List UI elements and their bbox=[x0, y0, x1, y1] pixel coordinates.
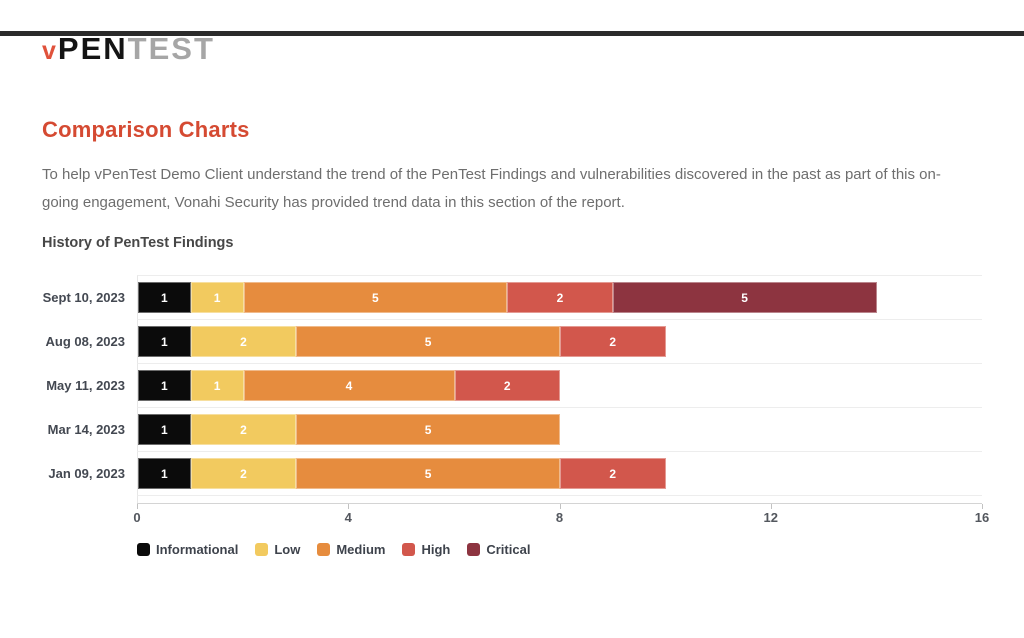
chart-grid: Sept 10, 2023 1 1 5 2 5 Aug 08, 2023 1 2 5 2 May 11… bbox=[42, 275, 989, 557]
legend-item-low: Low bbox=[255, 542, 300, 557]
legend-label: Critical bbox=[486, 542, 531, 557]
bar-segment-medium: 5 bbox=[296, 326, 560, 357]
x-tick bbox=[982, 504, 983, 509]
bar-segment-high: 2 bbox=[454, 370, 560, 401]
x-tick-label: 12 bbox=[763, 510, 778, 525]
bar-track: 1 1 5 2 5 bbox=[137, 275, 982, 319]
legend-label: Medium bbox=[336, 542, 386, 557]
x-tick bbox=[137, 504, 138, 509]
bar-segment-high: 2 bbox=[507, 282, 613, 313]
date-label: Mar 14, 2023 bbox=[47, 421, 125, 437]
x-axis-labels: 0 4 8 12 16 bbox=[133, 508, 989, 528]
intro-paragraph: To help vPenTest Demo Client understand … bbox=[42, 166, 941, 211]
bar-segment-low: 2 bbox=[190, 458, 297, 489]
bar-segment-low: 1 bbox=[190, 282, 244, 313]
chart-legend: Informational Low Medium High Critical bbox=[137, 542, 982, 557]
segment-value: 5 bbox=[372, 290, 379, 305]
top-accent-bar bbox=[0, 31, 1024, 36]
bar-segment-medium: 5 bbox=[243, 282, 508, 313]
segment-value: 2 bbox=[609, 334, 617, 349]
x-tick-label: 8 bbox=[555, 510, 564, 525]
segment-value: 2 bbox=[240, 422, 247, 437]
segment-value: 5 bbox=[424, 466, 432, 481]
x-tick bbox=[559, 504, 561, 509]
bar-segment-informational: 1 bbox=[138, 326, 191, 357]
legend-item-informational: Informational bbox=[137, 542, 238, 557]
bar-segment-informational: 1 bbox=[138, 458, 191, 489]
axis-spacer bbox=[42, 495, 137, 503]
axis-spacer bbox=[42, 528, 137, 557]
x-tick bbox=[770, 504, 772, 509]
bar-segment-critical: 5 bbox=[612, 282, 877, 313]
legend-swatch-informational bbox=[137, 543, 150, 556]
segment-value: 5 bbox=[424, 422, 432, 437]
segment-value: 2 bbox=[503, 378, 511, 393]
x-tick bbox=[348, 504, 350, 509]
bar-segment-low: 1 bbox=[190, 370, 244, 401]
date-label: Jan 09, 2023 bbox=[48, 465, 125, 481]
bar-segment-medium: 5 bbox=[296, 458, 560, 489]
logo-part-test: TEST bbox=[127, 31, 215, 66]
segment-value: 2 bbox=[556, 290, 564, 305]
legend-swatch-critical bbox=[467, 543, 481, 556]
segment-value: 1 bbox=[161, 378, 168, 393]
x-tick-label: 16 bbox=[974, 510, 990, 525]
segment-value: 5 bbox=[741, 290, 748, 305]
bar-segment-informational: 1 bbox=[138, 282, 191, 313]
history-of-pentest-findings-chart: Sept 10, 2023 1 1 5 2 5 Aug 08, 2023 1 2 5 2 May 11… bbox=[42, 275, 989, 557]
plot-bottom-line bbox=[137, 495, 982, 503]
segment-value: 1 bbox=[161, 290, 168, 305]
page-title: Comparison Charts bbox=[42, 117, 250, 142]
logo-part-pen: PEN bbox=[57, 31, 128, 66]
bar-segment-medium: 5 bbox=[296, 414, 560, 445]
segment-value: 1 bbox=[161, 334, 168, 349]
legend-swatch-high bbox=[402, 543, 416, 556]
legend-item-medium: Medium bbox=[317, 542, 385, 557]
date-label: Sept 10, 2023 bbox=[42, 289, 125, 305]
segment-value: 1 bbox=[161, 466, 168, 481]
legend-label: High bbox=[421, 542, 451, 557]
bar-track: 1 2 5 bbox=[137, 407, 982, 451]
segment-value: 4 bbox=[345, 378, 353, 393]
segment-value: 1 bbox=[213, 378, 221, 393]
legend-label: Informational bbox=[156, 542, 239, 557]
bar-segment-medium: 4 bbox=[243, 370, 455, 401]
legend-label: Low bbox=[274, 542, 301, 557]
segment-value: 2 bbox=[609, 466, 617, 481]
vpentest-logo: vPENTEST bbox=[42, 31, 982, 73]
legend-swatch-medium bbox=[317, 543, 331, 556]
segment-value: 2 bbox=[240, 334, 247, 349]
bar-segment-high: 2 bbox=[560, 326, 666, 357]
bar-segment-high: 2 bbox=[560, 458, 666, 489]
report-page: vPENTEST Comparison Charts To help vPenT… bbox=[0, 31, 1024, 557]
axis-spacer bbox=[42, 508, 137, 528]
x-axis bbox=[137, 503, 983, 509]
bar-track: 1 2 5 2 bbox=[137, 451, 982, 495]
x-tick-label: 0 bbox=[133, 510, 141, 525]
legend-item-high: High bbox=[402, 542, 450, 557]
date-label: Aug 08, 2023 bbox=[45, 333, 126, 349]
segment-value: 2 bbox=[240, 466, 247, 481]
report-content: vPENTEST Comparison Charts To help vPenT… bbox=[0, 31, 1024, 557]
chart-title: History of PenTest Findings bbox=[42, 235, 234, 251]
bar-segment-low: 2 bbox=[190, 326, 297, 357]
x-tick-label: 4 bbox=[344, 510, 352, 525]
segment-value: 5 bbox=[424, 334, 432, 349]
bar-track: 1 2 5 2 bbox=[137, 319, 982, 363]
segment-value: 1 bbox=[213, 290, 221, 305]
legend-item-critical: Critical bbox=[467, 542, 530, 557]
bar-segment-informational: 1 bbox=[138, 370, 191, 401]
legend-swatch-low bbox=[255, 543, 269, 556]
bar-segment-low: 2 bbox=[190, 414, 297, 445]
bar-track: 1 1 4 2 bbox=[137, 363, 982, 407]
logo-prefix: v bbox=[42, 37, 58, 65]
date-label: May 11, 2023 bbox=[46, 377, 125, 393]
segment-value: 1 bbox=[161, 422, 168, 437]
bar-segment-informational: 1 bbox=[138, 414, 191, 445]
